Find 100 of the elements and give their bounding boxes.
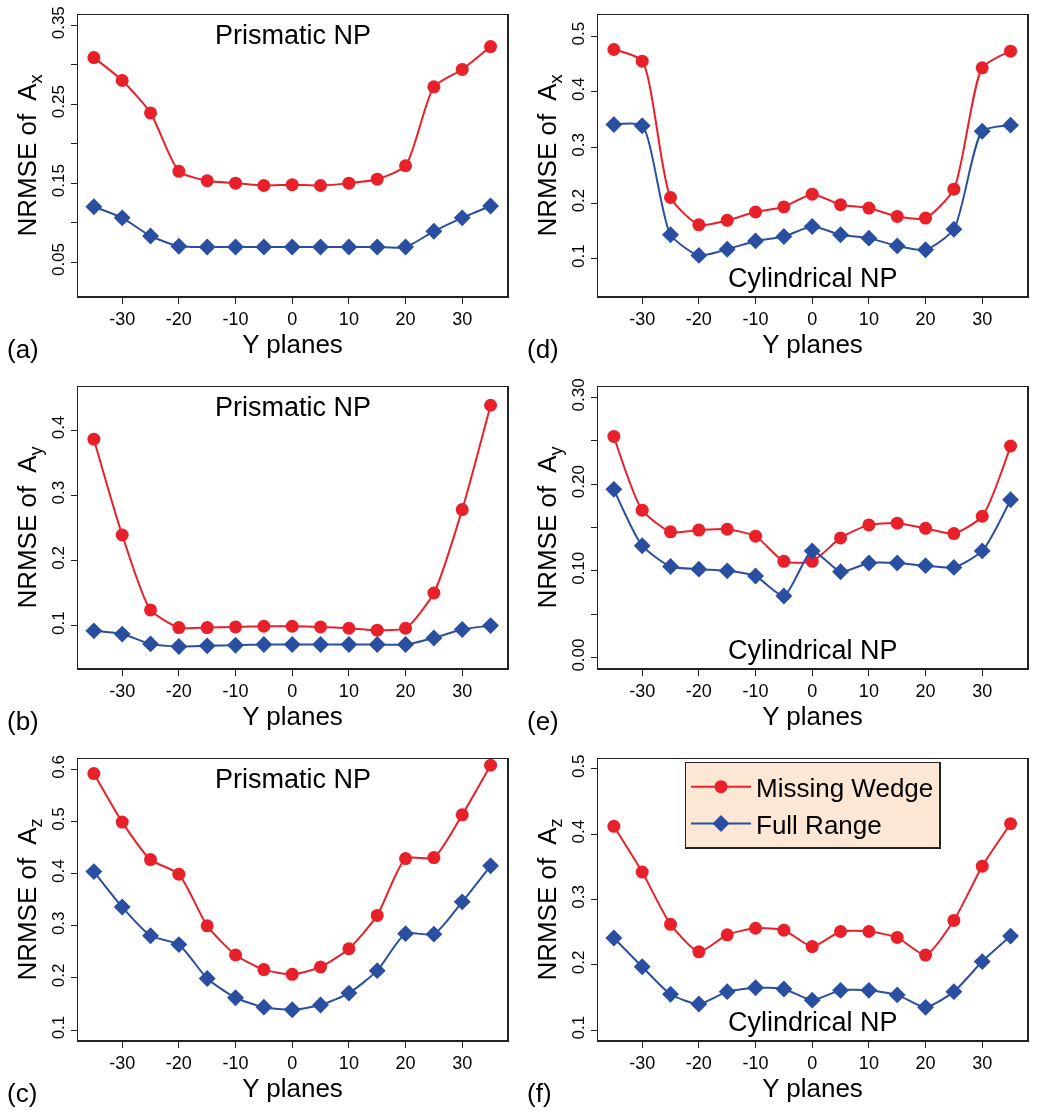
point bbox=[314, 960, 328, 974]
point bbox=[862, 201, 876, 215]
point bbox=[747, 979, 764, 997]
y-tick-label: 0.15 bbox=[48, 164, 68, 198]
x-tick-label: 30 bbox=[972, 1053, 993, 1074]
point bbox=[777, 200, 791, 214]
x-axis-title: Y planes bbox=[242, 329, 343, 360]
point bbox=[690, 560, 708, 578]
x-tick-label: -30 bbox=[629, 1053, 656, 1074]
point bbox=[113, 625, 131, 643]
point bbox=[229, 176, 243, 190]
x-tick-label: -30 bbox=[109, 309, 136, 330]
point bbox=[690, 995, 708, 1013]
x-tick-label: -10 bbox=[222, 1053, 249, 1074]
legend-label: Missing Wedge bbox=[756, 772, 934, 803]
point bbox=[718, 562, 736, 580]
point bbox=[607, 43, 621, 56]
x-tick-label: -30 bbox=[629, 681, 656, 702]
point bbox=[370, 908, 384, 922]
y-tick-label: 0.3 bbox=[568, 885, 588, 909]
point bbox=[144, 853, 158, 867]
point bbox=[777, 554, 791, 568]
text: (c) bbox=[7, 1078, 38, 1108]
point bbox=[633, 958, 651, 976]
y-tick-label: 0.3 bbox=[568, 133, 588, 157]
x-tick-label: -20 bbox=[165, 309, 192, 330]
point bbox=[255, 636, 273, 653]
point bbox=[427, 80, 441, 94]
point bbox=[427, 851, 441, 865]
point bbox=[370, 172, 384, 186]
point bbox=[1002, 927, 1020, 945]
point bbox=[484, 40, 498, 54]
point bbox=[172, 164, 186, 178]
text: Cylindrical NP bbox=[728, 263, 898, 293]
x-tick-label: -10 bbox=[222, 309, 249, 330]
point bbox=[257, 963, 271, 977]
point bbox=[85, 198, 103, 216]
point bbox=[285, 967, 299, 981]
x-tick-label: 30 bbox=[972, 309, 993, 330]
point bbox=[720, 928, 734, 942]
point bbox=[749, 921, 763, 935]
point bbox=[803, 542, 821, 560]
y-tick-label: 0.1 bbox=[48, 1015, 68, 1040]
x-tick-label: 30 bbox=[452, 681, 473, 702]
point bbox=[834, 531, 848, 545]
x-tick-label: -10 bbox=[222, 681, 249, 702]
point bbox=[607, 819, 621, 833]
point bbox=[142, 227, 159, 245]
point bbox=[805, 940, 819, 954]
x-tick-label: 20 bbox=[395, 1053, 416, 1074]
point bbox=[975, 509, 989, 523]
point bbox=[172, 867, 186, 881]
y-tick-label: 0.5 bbox=[48, 807, 68, 831]
point bbox=[312, 238, 329, 256]
point bbox=[947, 182, 961, 196]
point bbox=[283, 238, 301, 256]
text: Cylindrical NP bbox=[728, 635, 898, 665]
x-tick-label: 10 bbox=[858, 1053, 879, 1074]
text: 0.00 bbox=[568, 638, 588, 672]
x-tick-label: 30 bbox=[452, 309, 473, 330]
point bbox=[342, 621, 356, 635]
x-tick-label: 0 bbox=[287, 681, 298, 702]
y-tick-label: 0.2 bbox=[48, 963, 68, 988]
x-tick-label: 0 bbox=[807, 309, 818, 330]
point bbox=[482, 617, 500, 635]
point bbox=[947, 913, 961, 927]
point bbox=[973, 953, 991, 971]
point bbox=[453, 209, 471, 227]
point bbox=[749, 529, 763, 543]
point bbox=[832, 563, 849, 581]
point bbox=[775, 980, 793, 998]
point bbox=[340, 636, 358, 653]
x-tick-label: 30 bbox=[972, 681, 993, 702]
point bbox=[198, 970, 216, 987]
x-tick-label: 10 bbox=[858, 681, 879, 702]
point bbox=[170, 237, 188, 255]
point bbox=[285, 178, 299, 192]
point bbox=[973, 542, 991, 560]
y-tick-label: 0.2 bbox=[568, 188, 588, 213]
point bbox=[747, 567, 764, 585]
x-tick-label: -30 bbox=[109, 681, 136, 702]
point bbox=[255, 998, 273, 1016]
text: (d) bbox=[527, 334, 559, 364]
chart-title: Prismatic NP bbox=[215, 764, 372, 794]
point bbox=[803, 218, 821, 235]
chart-title: Prismatic NP bbox=[215, 20, 372, 50]
point bbox=[87, 51, 101, 65]
text: (b) bbox=[7, 706, 39, 736]
y-tick-label: 0.1 bbox=[48, 611, 68, 635]
point bbox=[947, 527, 961, 541]
point bbox=[747, 232, 764, 250]
point bbox=[229, 948, 243, 962]
y-tick-label: 0.30 bbox=[568, 378, 588, 412]
y-tick-label: 0.20 bbox=[568, 465, 588, 499]
point bbox=[805, 187, 819, 201]
x-tick-label: 30 bbox=[452, 1053, 473, 1074]
point bbox=[425, 629, 443, 647]
point bbox=[888, 237, 906, 255]
point bbox=[919, 521, 933, 535]
point bbox=[1004, 817, 1018, 831]
